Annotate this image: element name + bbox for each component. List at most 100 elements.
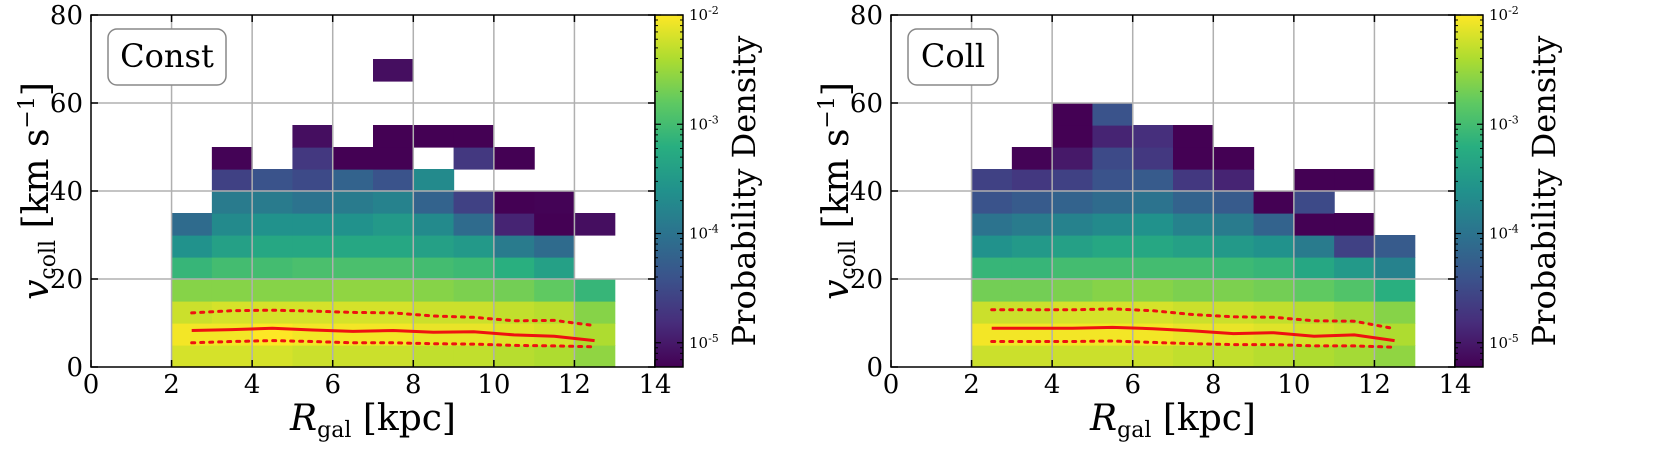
heatmap-cell (1132, 279, 1174, 302)
heatmap-cell (1173, 257, 1214, 280)
heatmap-cell (493, 301, 535, 324)
heatmap-cell (1293, 235, 1335, 258)
heatmap-cell (534, 213, 576, 236)
heatmap-cell (1092, 235, 1134, 258)
heatmap-cell (252, 213, 294, 236)
heatmap-cell (1374, 257, 1416, 280)
heatmap-cell (1253, 257, 1295, 280)
heatmap-cell (1334, 279, 1376, 302)
panel-label: Coll (921, 37, 985, 75)
heatmap-cell (1293, 213, 1335, 236)
x-tick-label: 8 (405, 370, 422, 400)
heatmap-cell (1092, 279, 1134, 302)
heatmap-cell (292, 125, 334, 148)
heatmap-cell (171, 345, 213, 368)
x-axis-label: Rgal [kpc] (289, 398, 456, 443)
series-median-line (991, 325, 1395, 343)
heatmap-cell (1173, 345, 1214, 368)
heatmap-cell (1052, 191, 1094, 214)
heatmap-cell (1293, 279, 1335, 302)
y-tick-label: 80 (850, 1, 883, 31)
heatmap-cell (1293, 169, 1335, 192)
y-axis-label: vcoll [km s−1] (815, 82, 861, 300)
x-tick-label: 6 (324, 370, 341, 400)
colorbar: 10-2 10-3 10-4 10-5 Probability Density (1454, 4, 1563, 368)
colorbar-tick-label: 10-2 (1489, 4, 1519, 24)
heatmap-cell (534, 257, 576, 280)
heatmap-cell (1173, 323, 1214, 346)
heatmap-cell (292, 279, 334, 302)
heatmap-cell (373, 125, 414, 148)
heatmap-cell (493, 257, 535, 280)
heatmap-cell (1132, 125, 1174, 148)
heatmap-cells (171, 59, 616, 368)
heatmap-cell (292, 147, 334, 170)
axis-ticks: 0 2 4 6 8 10 12 14 0 20 40 60 80 (850, 1, 1472, 400)
heatmap-cell (1374, 301, 1416, 324)
heatmap-cell (332, 323, 374, 346)
heatmap-cell (373, 345, 414, 368)
y-tick-label: 60 (850, 89, 883, 119)
heatmap-cell (574, 345, 616, 368)
heatmap-cell (534, 279, 576, 302)
heatmap-cell (1011, 257, 1053, 280)
heatmap-cell (1052, 257, 1094, 280)
heatmap-cell (373, 147, 414, 170)
x-axis-label: Rgal [kpc] (1089, 398, 1256, 443)
heatmap-cell (971, 257, 1013, 280)
heatmap-cell (1213, 279, 1255, 302)
heatmap-cell (292, 213, 334, 236)
heatmap-cell (1213, 213, 1255, 236)
heatmap-cell (1374, 345, 1416, 368)
heatmap-cell (332, 191, 374, 214)
x-tick-label: 2 (163, 370, 180, 400)
heatmap-cell (373, 323, 414, 346)
heatmap-cell (1011, 235, 1053, 258)
heatmap-cell (1253, 301, 1295, 324)
heatmap-cell (1253, 323, 1295, 346)
heatmap-cell (413, 125, 455, 148)
colorbar-tick-label: 10-4 (689, 223, 719, 243)
heatmap-cell (493, 147, 535, 170)
heatmap-cell (1213, 235, 1255, 258)
heatmap-cell (332, 213, 374, 236)
heatmap-cell (413, 235, 455, 258)
colorbar-tick-label: 10-4 (1489, 223, 1519, 243)
heatmap-cell (252, 191, 294, 214)
heatmap-cell (1052, 147, 1094, 170)
heatmap-cell (1334, 345, 1376, 368)
x-tick-label: 10 (1277, 370, 1310, 400)
colorbar-ticks: 10-2 10-3 10-4 10-5 (1455, 4, 1519, 368)
heatmap-cell (971, 345, 1013, 368)
panel-label-box: Coll (907, 28, 999, 86)
x-tick-label: 0 (83, 370, 100, 400)
heatmap-cell (1052, 345, 1094, 368)
heatmap-cell (1213, 345, 1255, 368)
heatmap-cell (534, 191, 576, 214)
heatmap-cell (1334, 257, 1376, 280)
heatmap-cell (1011, 169, 1053, 192)
heatmap-cell (1213, 301, 1255, 324)
heatmap-cell (1132, 257, 1174, 280)
heatmap-cell (1052, 125, 1094, 148)
heatmap-cell (534, 235, 576, 258)
heatmap-cell (1253, 235, 1295, 258)
heatmap-cell (971, 191, 1013, 214)
heatmap-cell (493, 191, 535, 214)
heatmap-cell (1293, 323, 1335, 346)
heatmap-cell (292, 301, 334, 324)
heatmap-cell (1011, 147, 1053, 170)
colorbar-tick-label: 10-5 (689, 332, 719, 352)
heatmap-cell (971, 235, 1013, 258)
heatmap-cell (373, 257, 414, 280)
heatmap-cell (1374, 279, 1416, 302)
x-tick-label: 12 (558, 370, 591, 400)
heatmap-cell (971, 213, 1013, 236)
panel-label: Const (120, 37, 214, 75)
heatmap-cell (413, 279, 455, 302)
heatmap-cell (534, 301, 576, 324)
heatmap-cell (1374, 235, 1416, 258)
heatmap-cell (292, 169, 334, 192)
heatmap-cell (1092, 301, 1134, 324)
